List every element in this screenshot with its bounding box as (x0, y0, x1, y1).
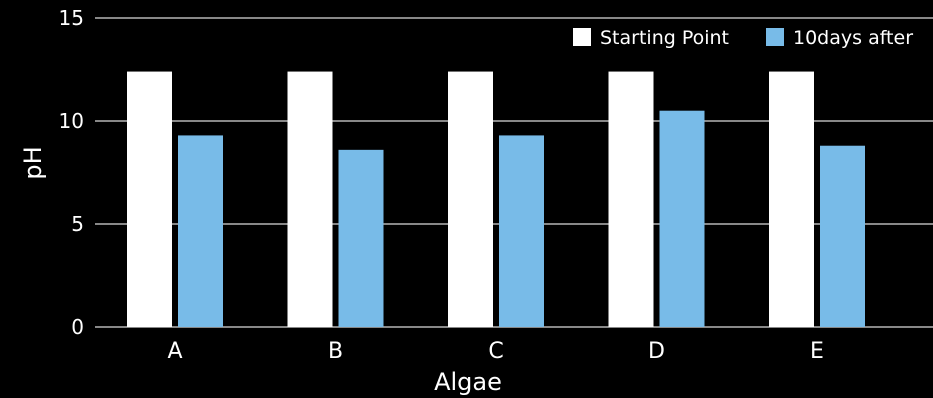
x-tick-label: D (648, 339, 665, 364)
x-axis-title: Algae (434, 368, 502, 396)
y-tick-label: 5 (71, 212, 84, 236)
legend: Starting Point 10days after (573, 27, 913, 49)
x-tick-label: E (810, 339, 824, 364)
legend-label: 10days after (793, 27, 913, 49)
y-tick-label: 0 (71, 315, 84, 339)
y-axis-ticks: 0 5 10 15 (59, 6, 84, 339)
bar-starting-point-d (608, 71, 654, 327)
legend-label: Starting Point (600, 27, 729, 49)
bar-10days-after-e (820, 145, 865, 327)
bar-10days-after-c (499, 135, 544, 327)
x-axis-ticks: A B C D E (167, 339, 823, 364)
bar-starting-point-e (769, 71, 814, 327)
bar-10days-after-a (178, 135, 223, 327)
y-axis-title: pH (19, 146, 47, 179)
y-tick-label: 10 (59, 109, 84, 133)
bar-starting-point-b (287, 71, 333, 327)
bar-10days-after-b (338, 149, 384, 327)
bars (127, 71, 865, 327)
legend-swatch (766, 28, 784, 46)
x-tick-label: B (328, 339, 343, 364)
bar-starting-point-c (448, 71, 493, 327)
x-tick-label: A (167, 339, 182, 364)
y-tick-label: 15 (59, 6, 84, 30)
legend-swatch (573, 28, 591, 46)
bar-10days-after-d (659, 110, 705, 327)
bar-starting-point-a (127, 71, 172, 327)
x-tick-label: C (488, 339, 503, 364)
